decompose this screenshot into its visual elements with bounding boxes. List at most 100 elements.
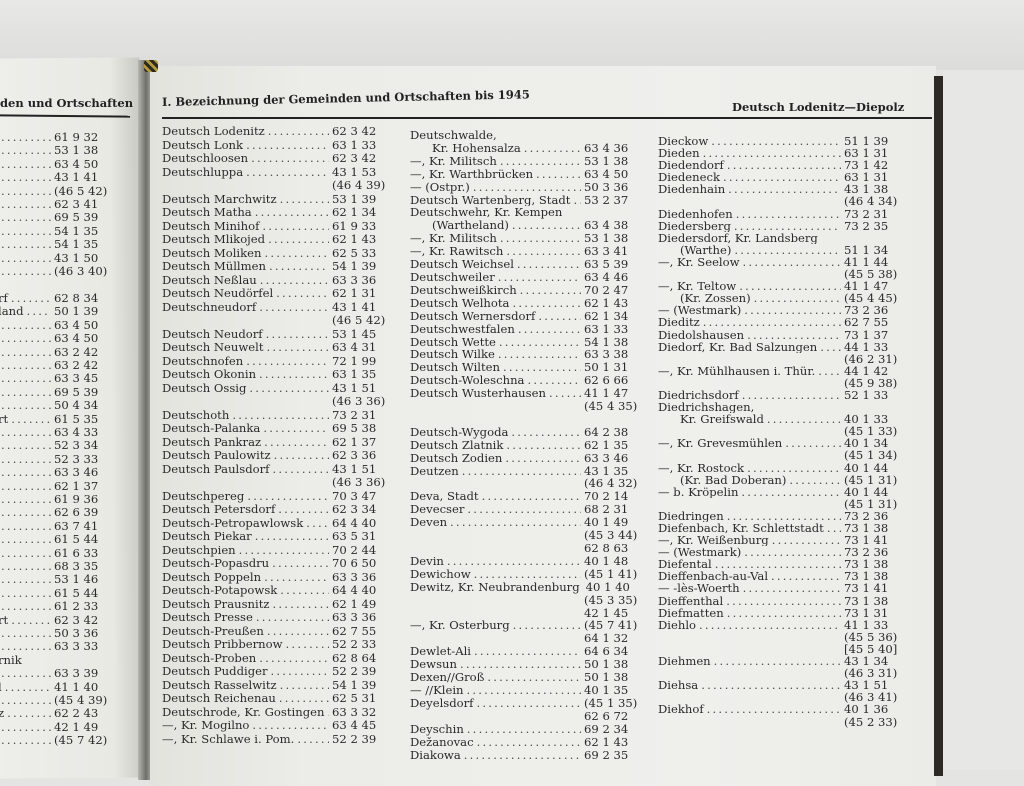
index-entry: 42 1 45 — [410, 607, 646, 620]
dot-leader: ........................................… — [516, 258, 581, 271]
entry-reference: 50 1 31 — [584, 361, 629, 375]
entry-name: Deutsch Neudörfel — [162, 287, 274, 300]
entry-reference: 61 5 44 — [54, 533, 99, 547]
index-entry: (45 5 36) — [658, 631, 906, 643]
dot-leader: ........................................… — [267, 125, 329, 138]
index-entry: Diekhof.................................… — [658, 703, 906, 715]
table-surface — [943, 70, 1024, 770]
entry-name: Deutsch Poppeln — [162, 570, 262, 584]
index-entry: —, Kr. Seelow...........................… — [658, 256, 906, 268]
dot-leader: ........................................… — [702, 316, 841, 329]
dot-leader: ........................................… — [1, 211, 51, 225]
entry-name: Deutschoth — [162, 408, 230, 422]
index-entry: Diedorf, Kr. Bad Salzungen..............… — [658, 341, 906, 353]
entry-name: Deutsch Ossig — [162, 381, 247, 395]
index-entry: (45 2 33) — [658, 716, 906, 728]
index-entry: rt......................................… — [0, 413, 116, 426]
entry-name: —, Kr. Teltow — [658, 280, 737, 293]
entry-name: —, Kr. Grevesmühlen — [658, 437, 783, 450]
index-entry: (46 3 31) — [658, 667, 906, 679]
dot-leader: ........................................… — [278, 503, 329, 516]
index-entry: Deutsch Zodien..........................… — [410, 452, 646, 465]
entry-name: Dieckow — [658, 135, 709, 148]
entry-reference: 41 1 44 — [844, 255, 889, 269]
entry-name: Dieffenthal — [658, 594, 724, 607]
entry-reference: 62 3 42 — [332, 152, 377, 165]
entry-name: Deutsch Piekar — [162, 530, 252, 543]
entry-reference: 62 1 43 — [332, 233, 377, 246]
index-entry: ........................................… — [0, 533, 116, 546]
dot-leader: ........................................… — [259, 368, 329, 381]
dot-leader: ........................................… — [246, 165, 329, 179]
dot-leader: ........................................… — [259, 300, 329, 314]
entry-name: Deutsch Wilke — [410, 348, 495, 362]
index-entry: ........................................… — [0, 211, 116, 224]
dot-leader: ........................................… — [446, 554, 581, 568]
entry-reference: 73 1 31 — [844, 606, 889, 619]
index-entry: (45 9 38) — [658, 377, 906, 389]
index-entry: Deutsch Neuwelt.........................… — [162, 341, 394, 355]
dot-leader: ........................................… — [512, 296, 581, 310]
dot-leader: ........................................… — [1, 452, 51, 466]
dot-leader: ........................................… — [733, 219, 841, 232]
dot-leader: ........................................… — [262, 219, 329, 233]
index-entry: Deutschneudorf..........................… — [162, 301, 394, 315]
entry-reference: 62 5 31 — [332, 692, 377, 705]
index-entry: —, Kr. Mühlhausen i. Thür...............… — [658, 365, 906, 377]
entry-reference: 43 1 51 — [332, 381, 377, 395]
entry-reference: 50 4 34 — [54, 399, 99, 413]
dot-leader: ........................................… — [466, 683, 582, 697]
dot-leader: ........................................… — [511, 425, 581, 439]
entry-reference: 63 4 31 — [332, 341, 377, 354]
dot-leader: ........................................… — [506, 438, 581, 452]
entry-name: Dežanovac — [410, 735, 474, 749]
dot-leader: ........................................… — [276, 287, 329, 300]
index-entry: Deutsch Welhota.........................… — [410, 297, 646, 310]
entry-reference: 62 3 36 — [332, 449, 377, 462]
index-entry: Deutsch Puddiger........................… — [162, 665, 394, 679]
entry-reference: 43 1 38 — [844, 183, 889, 196]
entry-reference: 63 3 39 — [54, 667, 99, 681]
index-entry: Deutsch Reichenau.......................… — [162, 692, 394, 706]
dot-leader: ........................................… — [739, 280, 841, 293]
entry-reference: 63 1 33 — [332, 138, 377, 152]
index-entry: Dewichow................................… — [410, 568, 646, 581]
entry-reference: 62 2 43 — [54, 707, 99, 721]
dot-leader: ........................................… — [4, 680, 51, 694]
bookmark-ribbon — [144, 60, 158, 72]
index-entry: Deutsch-Palanka.........................… — [162, 422, 394, 436]
entry-reference: 43 1 53 — [332, 165, 377, 179]
entry-reference: 69 5 38 — [332, 422, 377, 435]
entry-name: Deutschwestfalen — [410, 322, 515, 336]
entry-reference: 62 6 66 — [584, 374, 629, 388]
dot-leader: ........................................… — [499, 232, 581, 246]
entry-reference: 50 1 38 — [584, 658, 629, 672]
entry-name: Deutsch Reichenau — [162, 692, 276, 705]
dot-leader: ........................................… — [713, 655, 841, 668]
index-entry: ........................................… — [0, 667, 116, 680]
index-entry: —, Kr. Weißenburg.......................… — [658, 534, 906, 546]
dot-leader: ........................................… — [476, 696, 581, 710]
dot-leader: ........................................… — [1, 157, 51, 171]
entry-reference: (45 3 35) — [584, 593, 638, 607]
dot-leader: ........................................… — [272, 557, 329, 570]
entry-reference: 62 1 34 — [584, 309, 629, 323]
index-entry: Deutsch Pribbernow......................… — [162, 638, 394, 652]
index-entry: ........................................… — [0, 520, 116, 533]
index-entry: Dieden..................................… — [658, 147, 906, 159]
entry-reference: (45 1 33) — [844, 425, 898, 438]
entry-reference: 54 1 39 — [332, 260, 377, 273]
entry-reference: 61 5 35 — [54, 412, 99, 426]
entry-reference: (45 4 45) — [844, 292, 898, 305]
index-entry: ........................................… — [0, 171, 116, 184]
entry-name: Deutsch Okonin — [162, 368, 257, 381]
entry-name: Deven — [410, 516, 448, 530]
index-entry: Dieckow.................................… — [658, 135, 906, 147]
dot-leader: ........................................… — [473, 567, 581, 581]
entry-reference: 54 1 35 — [54, 238, 99, 252]
entry-name: Dieditz — [658, 316, 700, 329]
entry-name: Dieden — [658, 147, 700, 160]
entry-reference: 62 8 63 — [584, 542, 629, 555]
index-entry: Deutsch Pankraz.........................… — [162, 436, 394, 450]
entry-reference: (45 7 42) — [54, 734, 108, 748]
